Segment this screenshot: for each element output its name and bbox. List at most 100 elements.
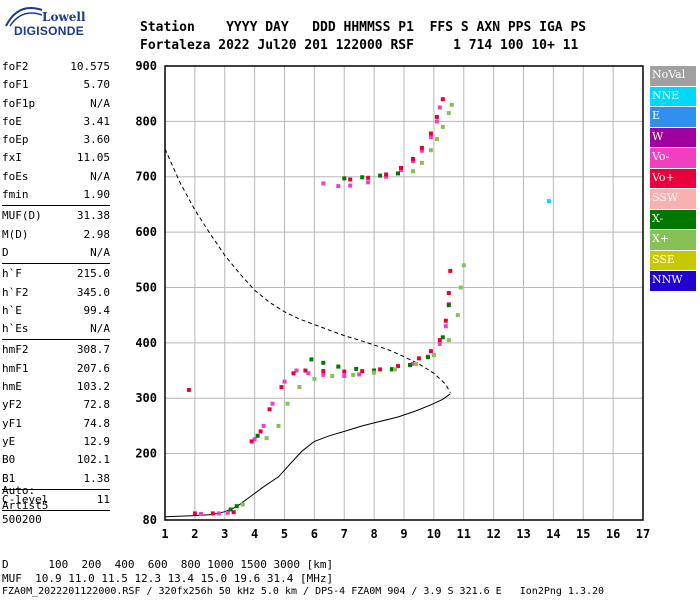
param-row: MUF(D) 31.38: [2, 207, 110, 225]
note-line: Artist5: [2, 498, 49, 512]
x-tick-label: 17: [636, 527, 650, 541]
echo-point-x-: [390, 367, 394, 372]
echo-point-vo-: [336, 184, 341, 189]
echo-point-x-: [276, 423, 281, 428]
echo-point-x-: [342, 176, 347, 181]
param-value: 74.8: [83, 416, 111, 430]
legend-item-vo-: Vo+: [650, 168, 696, 189]
echo-point-x-: [309, 357, 314, 362]
echo-point-vo-: [419, 148, 424, 153]
echo-point-x-: [255, 433, 260, 438]
footer-distance-row: D 100 200 400 600 800 1000 1500 3000 [km…: [2, 558, 334, 571]
param-value: 1.38: [83, 471, 111, 485]
x-tick-label: 11: [457, 527, 471, 541]
param-row: fmin 1.90: [2, 186, 110, 204]
param-separator: [2, 488, 110, 490]
echo-point-vo-: [384, 174, 389, 179]
echo-point-vo-: [437, 105, 442, 110]
param-row: fxI 11.05: [2, 149, 110, 167]
echo-point-vo-: [258, 429, 263, 434]
polarization-legend: NoVal NNE E W Vo- Vo+ SSW X- X+ SSE NNW: [650, 66, 696, 292]
echo-point-vo-: [198, 511, 203, 516]
echo-point-vo-: [443, 318, 448, 323]
echo-point-vo-: [321, 181, 326, 186]
echo-point-x-: [285, 401, 290, 406]
echo-point-vo-: [437, 341, 442, 346]
echo-point-vo-: [225, 510, 230, 515]
param-value: 5.70: [83, 78, 111, 92]
param-separator: [2, 263, 110, 265]
echo-point-vo-: [384, 172, 389, 177]
header-line-1: Station YYYY DAY DDD HHMMSS P1 FFS S AXN…: [140, 20, 587, 35]
legend-item-nne: NNE: [650, 86, 696, 107]
echo-point-vo-: [342, 369, 347, 374]
param-row: foF1p N/A: [2, 95, 110, 113]
header-line-2: Fortaleza 2022 Jul20 201 122000 RSF 1 71…: [140, 38, 579, 53]
echo-point-x-: [393, 367, 397, 372]
x-tick-label: 8: [371, 527, 378, 541]
legend-item-x-: X-: [650, 209, 696, 230]
echo-point-vo-: [252, 437, 257, 442]
echo-point-vo-: [321, 369, 326, 374]
param-value: N/A: [90, 96, 110, 110]
param-name: h`F: [2, 267, 22, 281]
echo-point-x-: [446, 338, 451, 343]
echo-point-vo-: [192, 511, 197, 516]
param-row: D N/A: [2, 244, 110, 262]
param-separator: [2, 339, 110, 341]
echo-point-x-: [431, 353, 436, 357]
echo-point-vo-: [348, 183, 353, 188]
y-tick-label: 400: [135, 336, 157, 350]
echo-point-x-: [396, 171, 400, 176]
param-row: hmF1 207.6: [2, 360, 110, 378]
legend-item-vo-: Vo-: [650, 148, 696, 169]
param-value: 103.2: [76, 380, 110, 394]
param-name: yF2: [2, 398, 22, 412]
legend-item-sse: SSE: [650, 250, 696, 271]
param-name: M(D): [2, 227, 29, 241]
echo-point-x-: [414, 361, 418, 366]
param-row: foE 3.41: [2, 113, 110, 131]
echo-point-vo-: [216, 511, 221, 516]
echo-point-x-: [336, 364, 341, 369]
echo-point-vo-: [291, 371, 296, 376]
x-tick-label: 4: [251, 527, 258, 541]
y-tick-label: 300: [135, 391, 157, 405]
echo-point-vo-: [321, 372, 326, 377]
x-tick-label: 15: [576, 527, 590, 541]
param-name: hmF2: [2, 343, 29, 357]
note-line: 500200: [2, 513, 42, 526]
autoscaling-notes: Auto: Artist5 500200: [2, 484, 48, 528]
param-row: hmE 103.2: [2, 378, 110, 396]
param-value: 99.4: [83, 303, 111, 317]
param-value: 345.0: [76, 285, 110, 299]
x-tick-label: 3: [221, 527, 228, 541]
echo-point-vo-: [411, 361, 415, 366]
echo-point-vo-: [411, 159, 415, 164]
param-name: MUF(D): [2, 209, 42, 223]
param-row: foEs N/A: [2, 168, 110, 186]
echo-point-vo-: [366, 180, 371, 185]
y-tick-label: 200: [135, 447, 157, 461]
param-row: foF2 10.575: [2, 58, 110, 76]
param-value: 12.9: [83, 434, 111, 448]
echo-point-x-: [228, 507, 233, 512]
param-value: N/A: [90, 322, 110, 336]
param-name: foF1p: [2, 96, 36, 110]
echo-point-x-: [440, 124, 445, 129]
echo-point-x-: [408, 363, 412, 367]
param-separator: [2, 205, 110, 207]
echo-point-x-: [312, 376, 317, 381]
echo-point-vo-: [428, 349, 433, 354]
legend-item-e: E: [650, 107, 696, 128]
param-value: 31.38: [76, 209, 110, 223]
param-value: 10.575: [70, 60, 110, 73]
echo-point-vo-: [411, 157, 415, 161]
echo-point-vo-: [261, 423, 266, 428]
param-value: N/A: [90, 245, 110, 259]
param-row: h`F2 345.0: [2, 284, 110, 302]
param-name: h`E: [2, 303, 22, 317]
echo-point-vo-: [440, 97, 445, 102]
echo-point-vo-: [357, 372, 362, 377]
echo-point-nne: [546, 199, 551, 204]
